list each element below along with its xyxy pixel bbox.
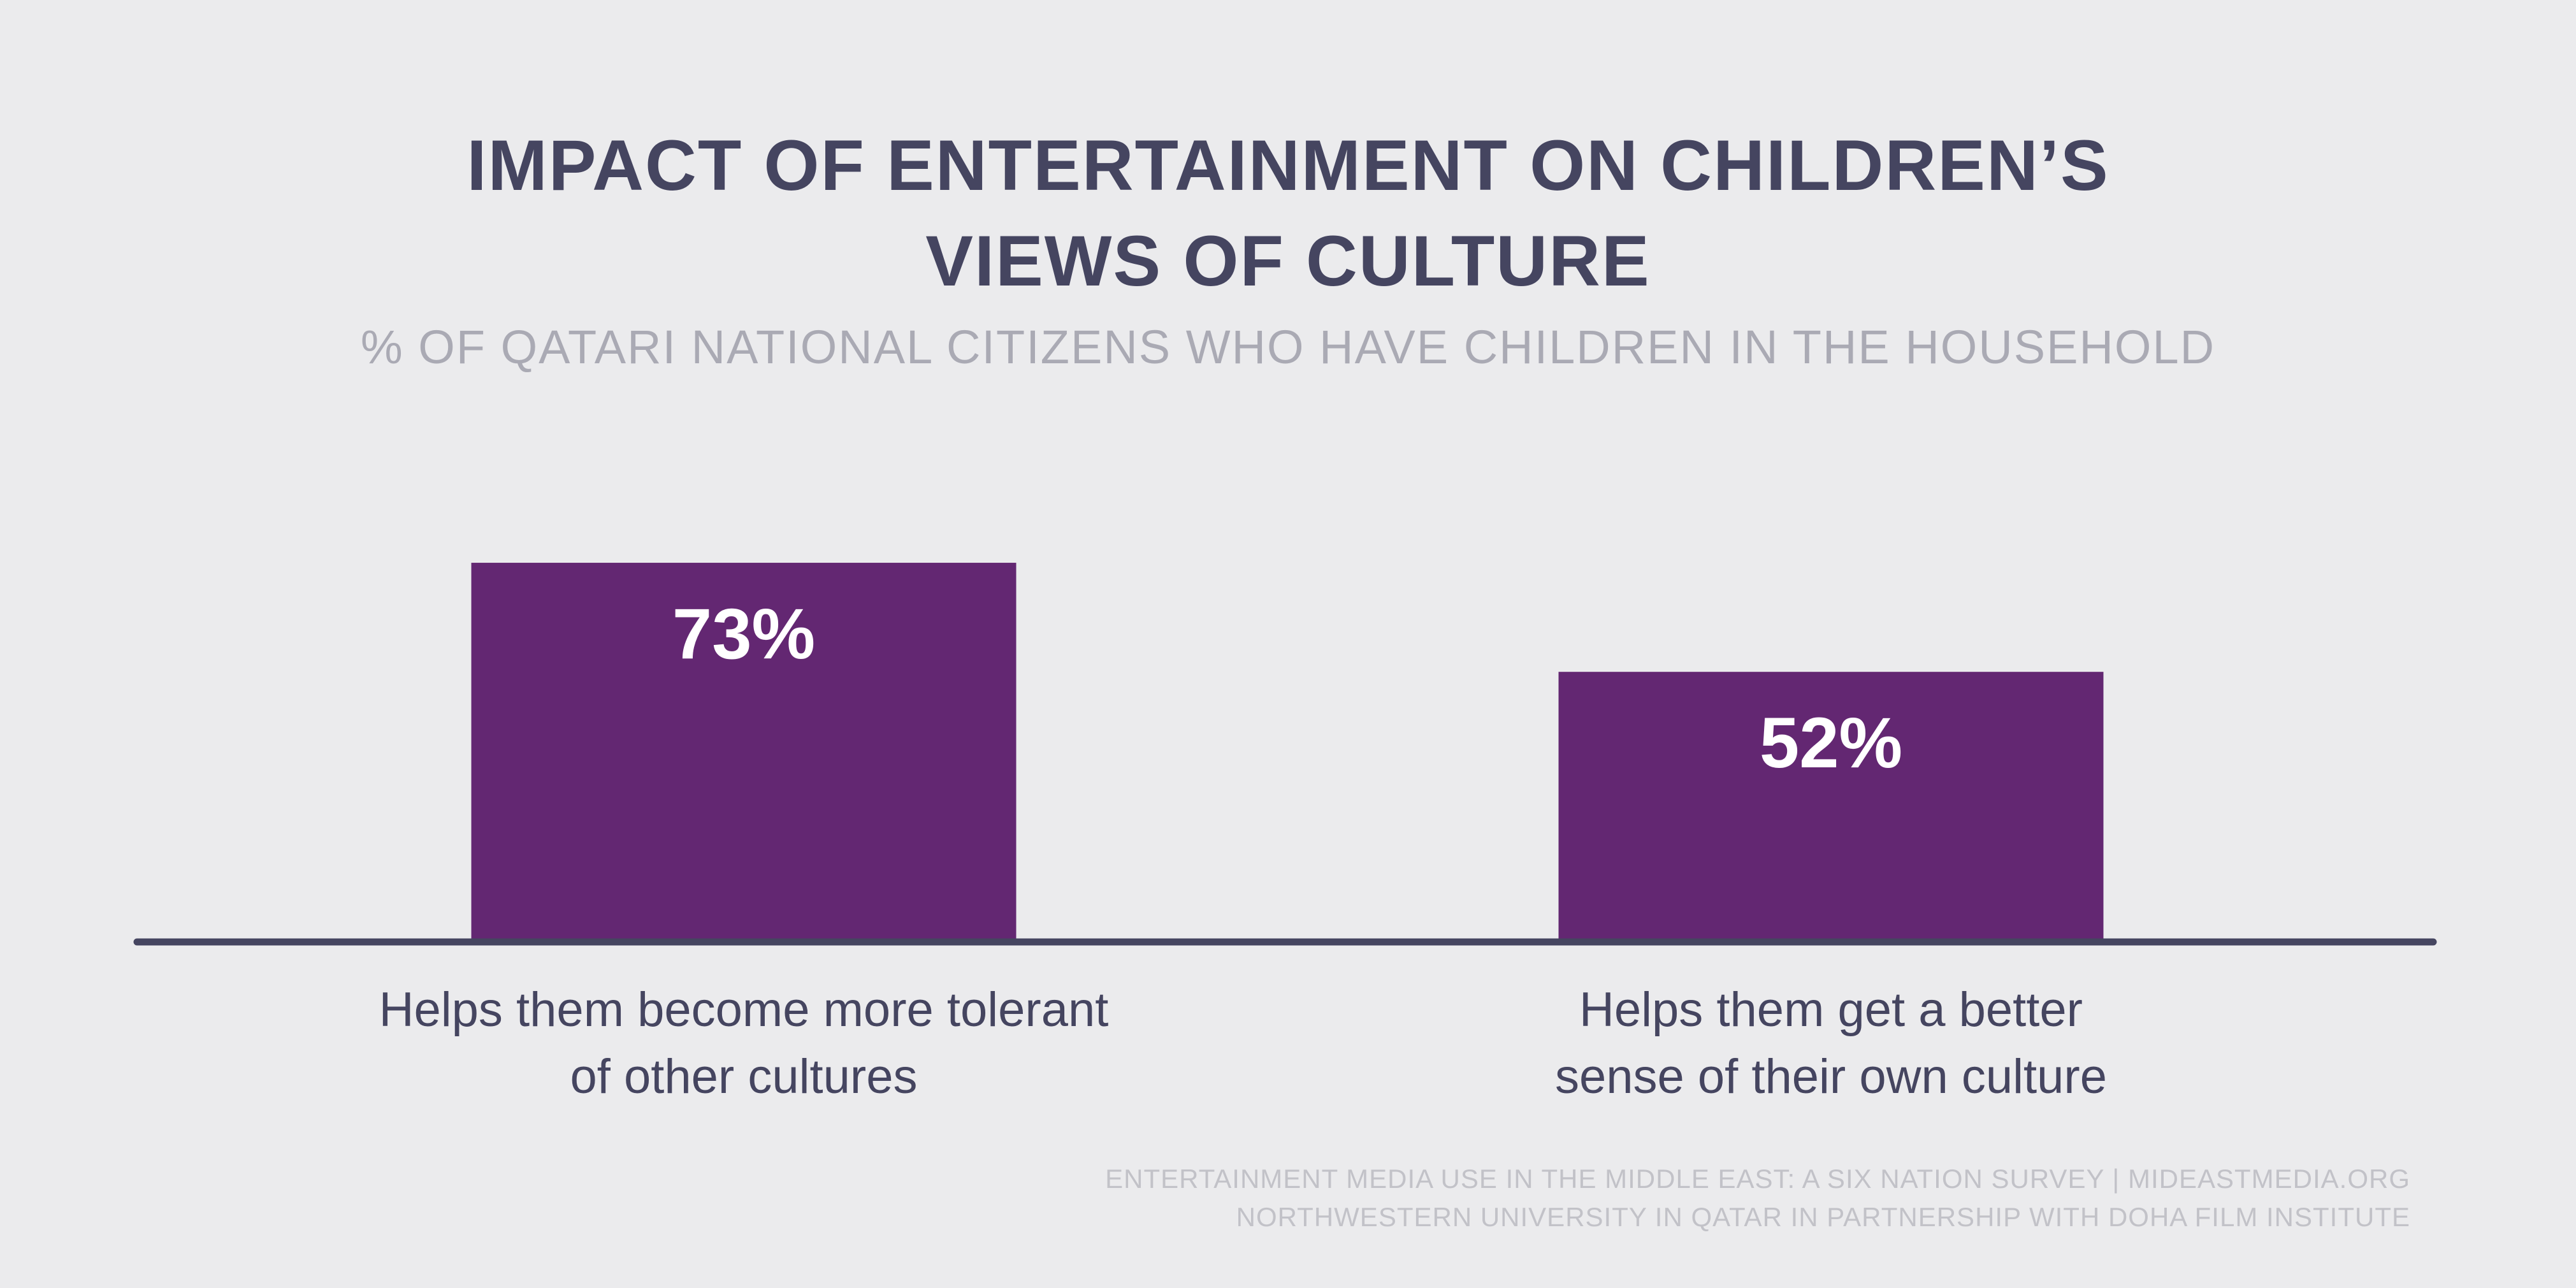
chart-title-line-2: VIEWS OF CULTURE <box>925 221 1651 301</box>
source-credit-line-2: NORTHWESTERN UNIVERSITY IN QATAR IN PART… <box>1236 1202 2410 1232</box>
category-label-2-line-1: Helps them get a better <box>1579 983 2083 1037</box>
bar-1 <box>471 563 1017 942</box>
bar-2 <box>1558 672 2104 942</box>
chart-subtitle: % OF QATARI NATIONAL CITIZENS WHO HAVE C… <box>360 321 2216 373</box>
category-label-2-line-2: sense of their own culture <box>1555 1050 2107 1104</box>
bar-value-label-2: 52% <box>1760 703 1902 783</box>
category-label-1-line-2: of other cultures <box>570 1050 918 1104</box>
source-credit-line-1: ENTERTAINMENT MEDIA USE IN THE MIDDLE EA… <box>1105 1164 2410 1194</box>
bar-value-label-1: 73% <box>672 594 815 674</box>
category-label-1-line-1: Helps them become more tolerant <box>379 983 1109 1037</box>
chart-title-line-1: IMPACT OF ENTERTAINMENT ON CHILDREN’S <box>467 126 2109 205</box>
